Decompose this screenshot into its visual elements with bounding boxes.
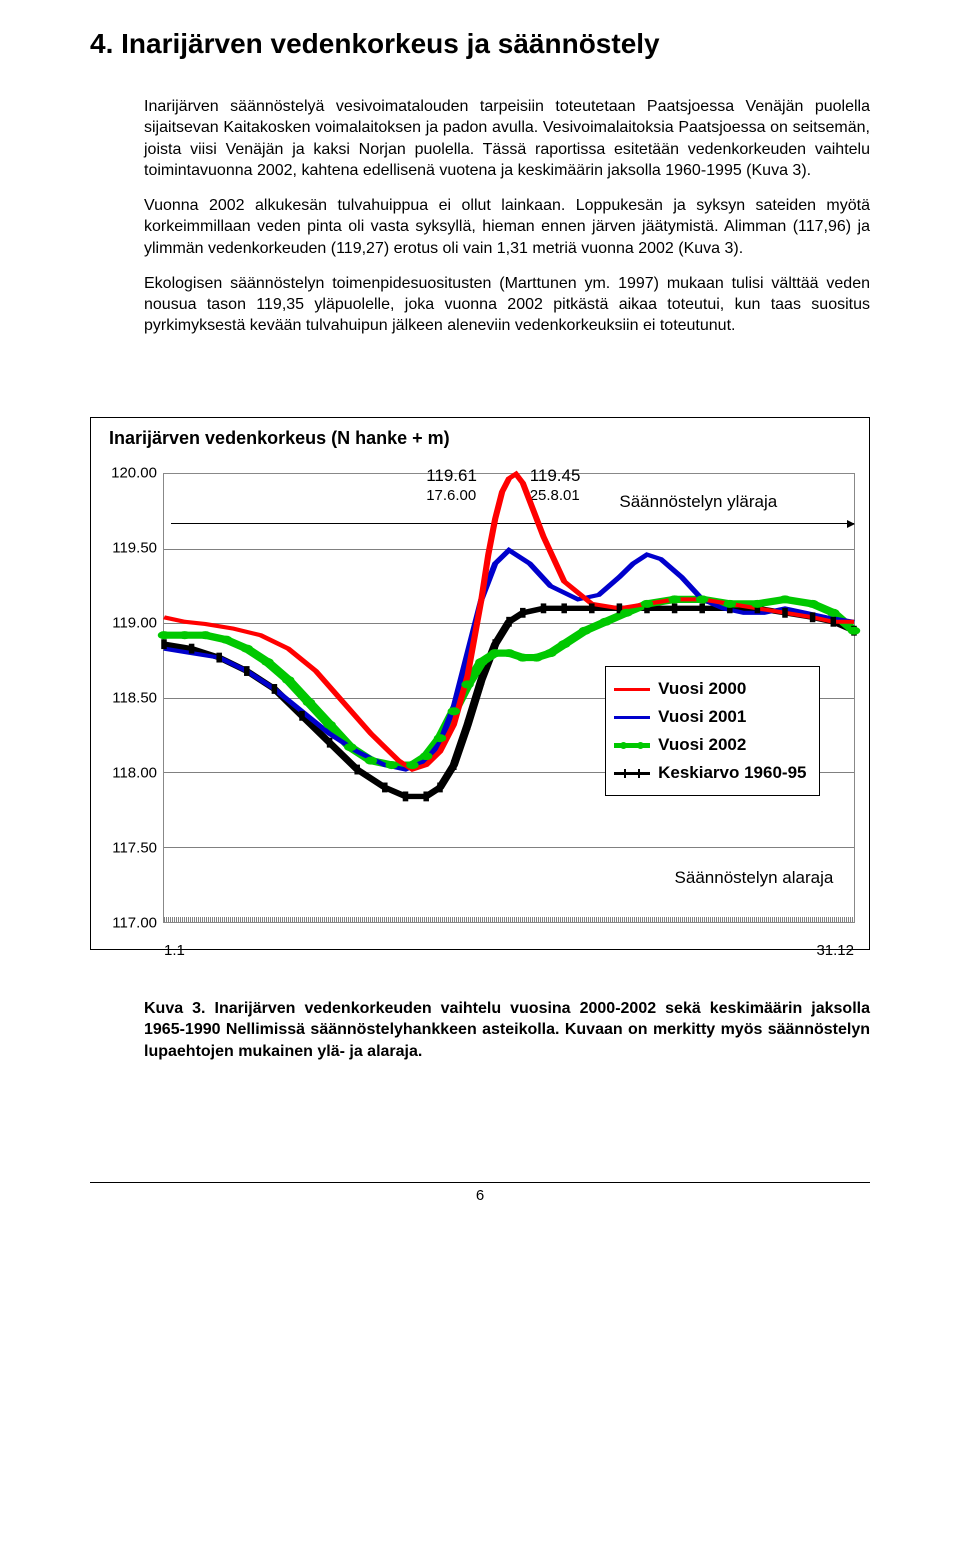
legend-label: Keskiarvo 1960-95 — [658, 763, 806, 783]
section-title: 4. Inarijärven vedenkorkeus ja säännöste… — [90, 28, 870, 60]
legend-swatch — [614, 743, 650, 748]
legend: Vuosi 2000 Vuosi 2001 Vuosi 2002 Keskiar… — [605, 666, 819, 796]
legend-label: Vuosi 2000 — [658, 679, 746, 699]
y-label: 119.00 — [112, 614, 157, 631]
lower-limit-label: Säännöstelyn alaraja — [675, 868, 834, 888]
figure-caption: Kuva 3. Inarijärven vedenkorkeuden vaiht… — [90, 998, 870, 1063]
legend-swatch — [614, 688, 650, 691]
y-label: 117.50 — [112, 839, 157, 856]
paragraph-2: Vuonna 2002 alkukesän tulvahuippua ei ol… — [90, 195, 870, 259]
y-label: 120.00 — [111, 464, 157, 481]
y-label: 117.00 — [112, 914, 157, 931]
paragraph-1: Inarijärven säännöstelyä vesivoimataloud… — [90, 96, 870, 181]
x-label-start: 1.1 — [164, 942, 185, 959]
y-label: 118.50 — [112, 689, 157, 706]
body-text: Inarijärven säännöstelyä vesivoimataloud… — [90, 96, 870, 337]
legend-item: Keskiarvo 1960-95 — [614, 759, 806, 787]
legend-swatch — [614, 772, 650, 775]
legend-label: Vuosi 2002 — [658, 735, 746, 755]
legend-item: Vuosi 2000 — [614, 675, 806, 703]
legend-label: Vuosi 2001 — [658, 707, 746, 727]
chart-container: Inarijärven vedenkorkeus (N hanke + m) 1… — [90, 417, 870, 950]
legend-swatch — [614, 716, 650, 719]
legend-item: Vuosi 2001 — [614, 703, 806, 731]
x-label-end: 31.12 — [816, 942, 854, 959]
plot-area: 119.61 17.6.00 119.45 25.8.01 Säännöstel… — [163, 473, 855, 923]
y-label: 118.00 — [112, 764, 157, 781]
legend-item: Vuosi 2002 — [614, 731, 806, 759]
y-label: 119.50 — [112, 539, 157, 556]
chart-area: 120.00 119.50 119.00 118.50 118.00 117.5… — [109, 453, 859, 923]
y-axis-labels: 120.00 119.50 119.00 118.50 118.00 117.5… — [109, 453, 163, 923]
paragraph-3: Ekologisen säännöstelyn toimenpidesuosit… — [90, 273, 870, 337]
page-number: 6 — [90, 1182, 870, 1204]
chart-title: Inarijärven vedenkorkeus (N hanke + m) — [109, 428, 859, 449]
